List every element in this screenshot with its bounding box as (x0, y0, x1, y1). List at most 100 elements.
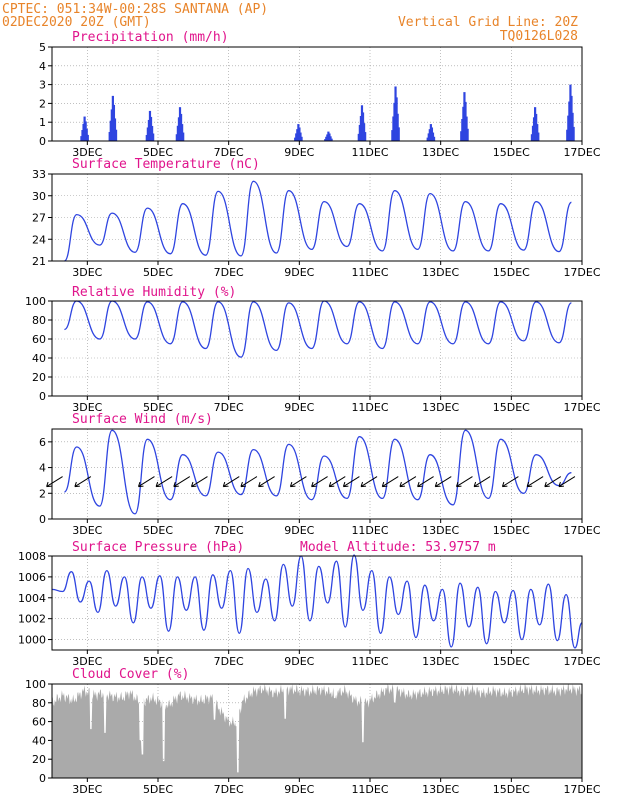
x-tick-label: 11DEC (351, 401, 388, 414)
x-tick-label: 7DEC (214, 266, 244, 279)
x-tick-label: 11DEC (351, 266, 388, 279)
wind-panel: Surface Wind (m/s) 0 2 4 6 3DEC 5DEC 7DEC 9DEC 1… (39, 412, 601, 537)
wind-arrow (473, 476, 491, 487)
wind-arrow-head (190, 481, 197, 488)
wind-arrow-head (399, 481, 405, 488)
wind-arrow (526, 476, 544, 487)
wind-arrow (240, 476, 258, 487)
wind-arrow-head (417, 481, 423, 488)
y-tick-label: 3 (39, 79, 46, 92)
wind-arrow-head (501, 481, 508, 488)
precip-bar (431, 132, 435, 141)
y-tick-label: 80 (32, 697, 46, 710)
x-tick-label: 13DEC (422, 146, 459, 159)
precip-bar (466, 128, 469, 141)
x-tick-label: 17DEC (563, 524, 600, 537)
y-tick-label: 24 (32, 233, 46, 246)
run-time: 02DEC2020 20Z (GMT) (2, 15, 151, 30)
precipitation-title: Precipitation (mm/h) (72, 30, 229, 45)
y-tick-label: 2 (39, 487, 46, 500)
wind-arrow-head (240, 481, 246, 488)
precip-bar (300, 136, 303, 141)
x-tick-label: 17DEC (563, 655, 600, 668)
y-tick-label: 1 (39, 116, 46, 129)
pressure-panel: Surface Pressure (hPa) Model Altitude: 5… (18, 540, 601, 668)
series-line (63, 180, 573, 262)
wind-title: Surface Wind (m/s) (72, 412, 213, 427)
x-tick-label: 3DEC (72, 146, 102, 159)
wind-arrow (435, 476, 452, 487)
wind-arrow (74, 476, 92, 487)
x-tick-label: 11DEC (351, 783, 388, 796)
x-tick-label: 9DEC (284, 524, 314, 537)
temperature-panel: Surface Temperature (nC) 21 24 27 30 33 3DEC 5… (32, 157, 601, 279)
humidity-panel: Relative Humidity (%) 0 20 40 60 80 100 3DEC 5D… (25, 285, 601, 414)
y-tick-label: 4 (39, 462, 46, 475)
y-tick-label: 2 (39, 97, 46, 110)
y-tick-label: 40 (32, 734, 46, 747)
temperature-title: Surface Temperature (nC) (72, 157, 260, 172)
y-tick-label: 1002 (18, 613, 46, 626)
wind-arrow-head (311, 481, 317, 488)
panel-frame (51, 300, 583, 397)
y-tick-label: 100 (25, 295, 46, 308)
wind-arrow (191, 476, 208, 487)
x-tick-label: 15DEC (493, 783, 530, 796)
x-tick-label: 9DEC (284, 401, 314, 414)
precip-bar (396, 113, 399, 141)
precip-bar (114, 129, 118, 141)
y-tick-label: 1008 (18, 550, 46, 563)
x-tick-label: 9DEC (284, 146, 314, 159)
wind-arrow-head (289, 481, 296, 488)
y-tick-label: 20 (32, 753, 46, 766)
wind-arrow-head (74, 481, 80, 488)
wind-arrow-head (434, 481, 441, 488)
wind-arrow-head (381, 481, 388, 488)
panel-frame (51, 46, 583, 142)
wind-arrow (502, 476, 519, 487)
x-tick-label: 17DEC (563, 783, 600, 796)
x-tick-label: 13DEC (422, 401, 459, 414)
wind-arrow (138, 476, 155, 487)
x-tick-label: 17DEC (563, 401, 600, 414)
wind-arrow (382, 476, 399, 487)
wind-arrow (558, 476, 576, 487)
series-line (64, 300, 573, 358)
wind-arrow (46, 476, 63, 487)
precip-bar (537, 132, 540, 141)
wind-arrow (173, 476, 191, 487)
precip-bar (572, 126, 575, 141)
model-altitude-label: Model Altitude: 53.9757 m (300, 540, 496, 555)
x-tick-label: 3DEC (72, 266, 102, 279)
x-tick-label: 3DEC (72, 524, 102, 537)
x-tick-label: 5DEC (143, 401, 173, 414)
wind-arrow (329, 476, 346, 487)
x-tick-label: 9DEC (284, 783, 314, 796)
x-tick-label: 17DEC (563, 146, 600, 159)
precip-bar (182, 132, 185, 141)
wind-arrow (155, 476, 173, 487)
x-tick-label: 7DEC (214, 401, 244, 414)
grid-line-note: Vertical Grid Line: 20Z (398, 15, 578, 30)
y-tick-label: 0 (39, 772, 46, 785)
x-tick-label: 5DEC (143, 524, 173, 537)
precip-bar (364, 132, 367, 141)
precip-bar (152, 133, 155, 141)
y-tick-label: 4 (39, 60, 46, 73)
wind-arrow-head (473, 481, 480, 488)
x-tick-label: 13DEC (422, 266, 459, 279)
x-tick-label: 17DEC (563, 266, 600, 279)
x-tick-label: 3DEC (72, 783, 102, 796)
cloud-cover-title: Cloud Cover (%) (72, 667, 189, 682)
wind-arrow (343, 476, 360, 487)
y-tick-label: 30 (32, 190, 46, 203)
wind-arrow (399, 476, 417, 487)
wind-arrow-head (526, 481, 533, 488)
pressure-title: Surface Pressure (hPa) (72, 540, 244, 555)
x-tick-label: 7DEC (214, 524, 244, 537)
x-tick-label: 13DEC (422, 783, 459, 796)
x-tick-label: 7DEC (214, 146, 244, 159)
y-tick-label: 1004 (18, 592, 46, 605)
wind-arrow (417, 476, 434, 487)
